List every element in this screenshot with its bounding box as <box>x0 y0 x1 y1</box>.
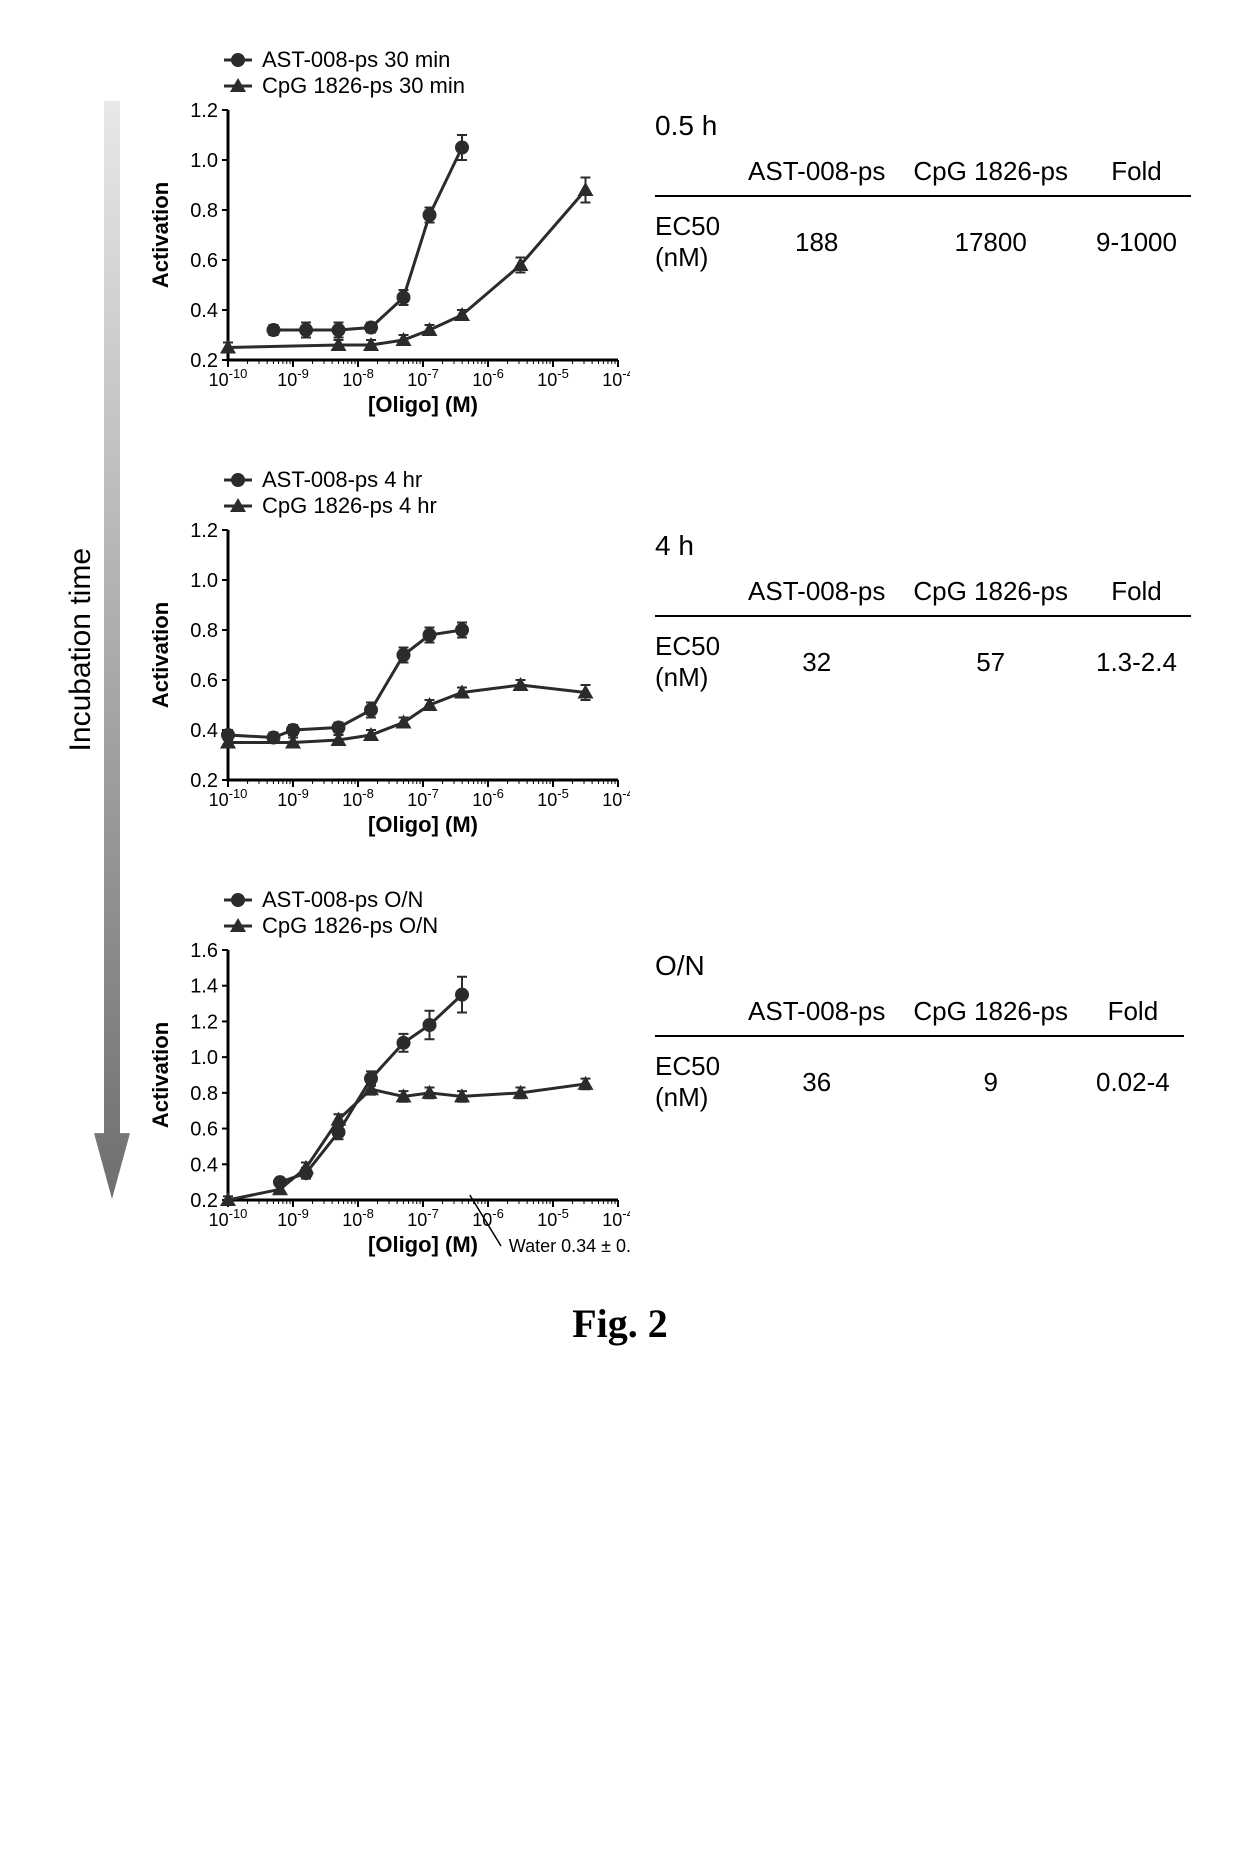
svg-text:0.2: 0.2 <box>190 770 218 792</box>
svg-text:Activation: Activation <box>150 182 173 288</box>
svg-text:0.4: 0.4 <box>190 720 218 742</box>
svg-text:10-7: 10-7 <box>407 1206 439 1230</box>
panel-row-1: 0.2 0.4 0.6 0.8 1.0 1.2 10-10 10-9 10-8 10-7 10-6 1… <box>150 460 1200 840</box>
svg-text:1.2: 1.2 <box>190 520 218 542</box>
svg-text:10-8: 10-8 <box>342 786 374 810</box>
panels-column: 0.2 0.4 0.6 0.8 1.0 1.2 10-10 10-9 10-8 10-7 10-6 1… <box>150 40 1200 1260</box>
svg-text:10-6: 10-6 <box>472 366 504 390</box>
svg-text:10-6: 10-6 <box>472 786 504 810</box>
table-1: 4 h AST-008-ps CpG 1826-ps Fold EC50 (nM… <box>655 460 1200 697</box>
svg-text:0.6: 0.6 <box>190 250 218 272</box>
svg-text:0.4: 0.4 <box>190 300 218 322</box>
svg-text:0.8: 0.8 <box>190 200 218 222</box>
figure-caption: Fig. 2 <box>40 1300 1200 1347</box>
chart-svg: 0.2 0.4 0.6 0.8 1.0 1.2 10-10 10-9 10-8 10-7 10-6 1… <box>150 40 630 420</box>
svg-text:10-8: 10-8 <box>342 1206 374 1230</box>
svg-text:Water 0.34 ± 0.08: Water 0.34 ± 0.08 <box>509 1236 630 1256</box>
chart-1: 0.2 0.4 0.6 0.8 1.0 1.2 10-10 10-9 10-8 10-7 10-6 1… <box>150 460 630 840</box>
time-label-0: 0.5 h <box>655 110 1200 142</box>
svg-text:[Oligo] (M): [Oligo] (M) <box>368 392 478 417</box>
svg-text:10-6: 10-6 <box>472 1206 504 1230</box>
svg-text:0.2: 0.2 <box>190 1190 218 1212</box>
svg-text:Activation: Activation <box>150 602 173 708</box>
svg-text:10-10: 10-10 <box>209 366 248 390</box>
time-label-2: O/N <box>655 950 1200 982</box>
svg-text:1.6: 1.6 <box>190 940 218 962</box>
svg-text:AST-008-ps 30 min: AST-008-ps 30 min <box>262 47 450 72</box>
svg-text:CpG 1826-ps O/N: CpG 1826-ps O/N <box>262 913 438 938</box>
svg-text:0.2: 0.2 <box>190 350 218 372</box>
svg-text:10-5: 10-5 <box>537 1206 569 1230</box>
svg-text:1.2: 1.2 <box>190 100 218 122</box>
ec50-table-1: AST-008-ps CpG 1826-ps Fold EC50 (nM) 32… <box>655 572 1191 697</box>
table-blank-header <box>655 152 734 196</box>
ec50-table-0: AST-008-ps CpG 1826-ps Fold EC50 (nM) 18… <box>655 152 1191 277</box>
gradient-arrow-icon <box>94 101 130 1199</box>
svg-text:10-10: 10-10 <box>209 1206 248 1230</box>
ec50-table-2: AST-008-ps CpG 1826-ps Fold EC50 (nM) 36… <box>655 992 1184 1117</box>
svg-text:10-4: 10-4 <box>602 786 630 810</box>
panel-row-0: 0.2 0.4 0.6 0.8 1.0 1.2 10-10 10-9 10-8 10-7 10-6 1… <box>150 40 1200 420</box>
svg-text:AST-008-ps O/N: AST-008-ps O/N <box>262 887 423 912</box>
svg-text:10-5: 10-5 <box>537 786 569 810</box>
svg-text:0.8: 0.8 <box>190 620 218 642</box>
incubation-arrow-column: Incubation time <box>40 40 130 1260</box>
svg-text:10-4: 10-4 <box>602 366 630 390</box>
svg-text:0.4: 0.4 <box>190 1154 218 1176</box>
svg-text:10-5: 10-5 <box>537 366 569 390</box>
chart-0: 0.2 0.4 0.6 0.8 1.0 1.2 10-10 10-9 10-8 10-7 10-6 1… <box>150 40 630 420</box>
svg-text:1.4: 1.4 <box>190 976 218 998</box>
svg-text:AST-008-ps 4 hr: AST-008-ps 4 hr <box>262 467 422 492</box>
svg-text:10-8: 10-8 <box>342 366 374 390</box>
table-header: Fold <box>1082 152 1191 196</box>
table-2: O/N AST-008-ps CpG 1826-ps Fold EC50 (nM… <box>655 880 1200 1117</box>
svg-text:1.2: 1.2 <box>190 1011 218 1033</box>
svg-text:10-7: 10-7 <box>407 366 439 390</box>
svg-text:10-9: 10-9 <box>277 1206 309 1230</box>
table-header: AST-008-ps <box>734 152 899 196</box>
svg-text:CpG 1826-ps 4 hr: CpG 1826-ps 4 hr <box>262 493 437 518</box>
svg-text:10-9: 10-9 <box>277 786 309 810</box>
svg-text:10-10: 10-10 <box>209 786 248 810</box>
chart-svg: 0.2 0.4 0.6 0.8 1.0 1.2 10-10 10-9 10-8 10-7 10-6 1… <box>150 460 630 840</box>
figure-container: Incubation time 0.2 0.4 0.6 0.8 1.0 1.2 10-10 1… <box>40 40 1200 1260</box>
table-cell: 9-1000 <box>1082 196 1191 277</box>
table-header: CpG 1826-ps <box>899 152 1082 196</box>
chart-svg: 0.2 0.4 0.6 0.8 1.0 1.2 1.4 1.6 10-10 10-9 10-8 10-… <box>150 880 630 1260</box>
svg-text:1.0: 1.0 <box>190 570 218 592</box>
table-0: 0.5 h AST-008-ps CpG 1826-ps Fold EC50 (… <box>655 40 1200 277</box>
svg-text:CpG 1826-ps 30 min: CpG 1826-ps 30 min <box>262 73 465 98</box>
panel-row-2: 0.2 0.4 0.6 0.8 1.0 1.2 1.4 1.6 10-10 10-9 10-8 10-… <box>150 880 1200 1260</box>
svg-text:[Oligo] (M): [Oligo] (M) <box>368 812 478 837</box>
incubation-time-label: Incubation time <box>64 548 98 751</box>
svg-text:Activation: Activation <box>150 1022 173 1128</box>
svg-text:0.6: 0.6 <box>190 1119 218 1141</box>
svg-text:10-4: 10-4 <box>602 1206 630 1230</box>
svg-text:[Oligo] (M): [Oligo] (M) <box>368 1232 478 1257</box>
time-label-1: 4 h <box>655 530 1200 562</box>
table-cell: 188 <box>734 196 899 277</box>
svg-text:0.6: 0.6 <box>190 670 218 692</box>
table-cell: 17800 <box>899 196 1082 277</box>
svg-text:1.0: 1.0 <box>190 1047 218 1069</box>
svg-text:0.8: 0.8 <box>190 1083 218 1105</box>
chart-2: 0.2 0.4 0.6 0.8 1.0 1.2 1.4 1.6 10-10 10-9 10-8 10-… <box>150 880 630 1260</box>
svg-text:10-7: 10-7 <box>407 786 439 810</box>
table-row-label: EC50 (nM) <box>655 196 734 277</box>
svg-text:10-9: 10-9 <box>277 366 309 390</box>
svg-text:1.0: 1.0 <box>190 150 218 172</box>
